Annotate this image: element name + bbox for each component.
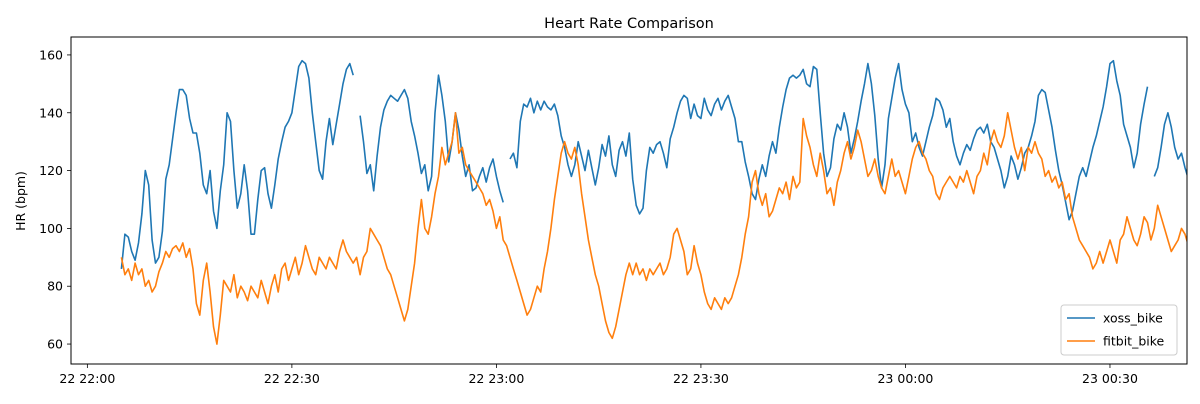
chart-title: Heart Rate Comparison xyxy=(544,16,714,32)
legend: xoss_bike fitbit_bike xyxy=(1060,304,1178,356)
y-tick-label: 60 xyxy=(47,337,63,352)
legend-label-fitbit-bike: fitbit_bike xyxy=(1103,334,1165,349)
legend-label-xoss-bike: xoss_bike xyxy=(1103,311,1163,326)
y-axis-label: HR (bpm) xyxy=(13,171,28,231)
x-tick-label: 22 22:30 xyxy=(264,371,320,386)
y-tick-label: 120 xyxy=(39,163,63,178)
y-tick-label: 80 xyxy=(47,279,63,294)
series-line-fitbit-bike xyxy=(120,112,1187,345)
x-tick-label: 22 23:30 xyxy=(673,371,729,386)
y-axis: 60 80 100 120 140 160 xyxy=(39,47,71,352)
series-line-xoss-bike xyxy=(120,59,1187,269)
x-axis: 22 22:00 22 22:30 22 23:00 22 23:30 23 00:00… xyxy=(59,364,1138,386)
y-tick-label: 140 xyxy=(39,105,63,120)
axes-frame xyxy=(70,36,1188,365)
y-tick-label: 160 xyxy=(39,47,63,62)
x-tick-label: 22 23:00 xyxy=(468,371,524,386)
y-tick-label: 100 xyxy=(39,221,63,236)
series-layer xyxy=(120,59,1187,345)
x-tick-label: 23 00:30 xyxy=(1082,371,1138,386)
x-tick-label: 23 00:00 xyxy=(877,371,933,386)
plot-area: 22 22:00 22 22:30 22 23:00 22 23:30 23 00:00… xyxy=(39,36,1188,386)
x-tick-label: 22 22:00 xyxy=(59,371,115,386)
